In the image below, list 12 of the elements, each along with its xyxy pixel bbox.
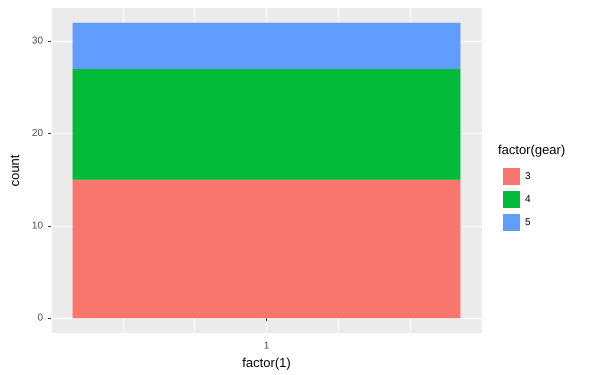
bar	[72, 22, 460, 69]
x-axis-title: factor(1)	[242, 354, 291, 370]
legend-label: 4	[525, 194, 531, 205]
legend-title: factor(gear)	[498, 142, 566, 157]
y-tick-label: 10	[32, 220, 44, 232]
y-tick-label: 30	[32, 36, 44, 47]
y-tick-label: 20	[32, 128, 44, 140]
legend-label: 5	[525, 217, 531, 228]
x-tick-label: 1	[264, 340, 270, 352]
legend-label: 3	[525, 171, 531, 182]
y-tick-label: 0	[37, 312, 44, 324]
y-axis-title: count	[7, 154, 22, 186]
